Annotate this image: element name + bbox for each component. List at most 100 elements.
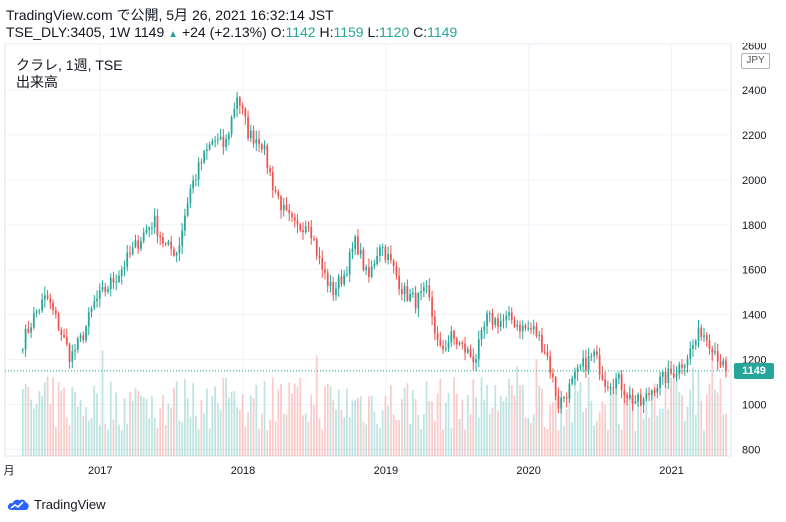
candle [57,314,60,330]
candle [156,215,159,236]
tradingview-logo[interactable]: TradingView [6,494,106,514]
candle [153,215,156,228]
volume-bar [302,415,304,456]
candle [464,343,466,353]
candle [118,275,120,282]
volume-bar [384,396,387,456]
volume-bar [43,382,46,456]
volume-bar [532,414,535,456]
candle [140,241,142,249]
candle [659,376,661,388]
volume-bar [590,400,593,456]
volume-bar [439,378,442,456]
volume-bar [576,391,579,456]
y-tick-label: 1400 [742,310,766,322]
candle [233,108,236,118]
candle [661,372,664,377]
volume-bar [260,413,263,456]
chart-area[interactable]: 800 1000 1200 1400 1600 1800 2000 2200 2400 2600 月… [0,43,786,483]
volume-bar [35,403,38,456]
candle [214,140,216,142]
volume-bar [645,395,648,456]
y-tick-label: 1000 [742,399,766,411]
volume-bar [477,417,480,456]
candle [703,335,705,337]
candle [494,318,497,325]
candle [700,327,703,337]
volume-bar [593,425,596,456]
candle [258,139,260,145]
candle [656,387,659,393]
volume-bar [266,430,269,456]
candle [422,287,425,292]
candle [549,356,552,374]
volume-bar [530,423,532,456]
candle [263,145,266,150]
volume-bar [661,408,664,456]
volume-bar [670,377,672,456]
volume-bar [79,400,82,456]
volume-bar [697,370,700,456]
candle [24,328,27,350]
candle [376,255,379,265]
volume-bar [398,420,401,456]
volume-bar [137,390,140,456]
candle [557,395,560,409]
series-legend: クラレ, 1週, TSE [16,57,123,73]
volume-bar [326,384,329,456]
candle [181,230,184,246]
candle [538,334,541,336]
candle [318,255,321,258]
y-tick-label: 2600 [742,43,766,52]
volume-bar [642,418,645,456]
candle [288,209,291,214]
price-change: +24 (+2.13%) [181,24,267,40]
volume-bar [667,408,670,456]
candle [392,260,395,266]
volume-bar [436,393,439,456]
volume-bar [184,378,186,456]
candle [346,274,348,276]
volume-bar [497,410,499,456]
x-tick-label: 月 [4,465,15,477]
candle [167,241,170,245]
candle [477,339,480,360]
y-tick-label: 800 [742,444,760,456]
volume-bar [337,389,340,456]
candle [442,345,444,350]
volume-bar [208,428,211,456]
candle [329,281,332,286]
volume-bar [376,424,379,456]
candle [274,189,277,192]
candle [115,281,118,283]
volume-bar [579,382,582,456]
candle [219,136,222,140]
candle [648,393,650,395]
candle [186,203,189,216]
candle [359,249,362,255]
tradingview-cloud-icon [7,499,29,510]
candle [653,390,656,393]
volume-bar [219,409,222,456]
candle [43,295,46,300]
currency-badge[interactable]: JPY [741,53,770,69]
x-tick-label: 2020 [516,465,540,477]
candle [131,247,134,255]
volume-bar [227,397,230,456]
price-chart[interactable]: 800100012001400160018002000220024002600月… [0,43,786,483]
volume-bar [71,386,74,456]
volume-bar [343,417,346,456]
volume-bar [181,422,184,456]
volume-bar [513,395,516,456]
volume-bar [96,393,98,456]
plot-border [4,43,732,457]
candle [244,108,247,117]
volume-bar [192,383,195,456]
volume-bar [170,407,173,456]
volume-bar [585,407,587,456]
candle [711,348,714,353]
volume-bar [368,396,370,456]
volume-bar [335,409,337,456]
volume-bar [313,405,315,456]
candle [60,329,63,336]
